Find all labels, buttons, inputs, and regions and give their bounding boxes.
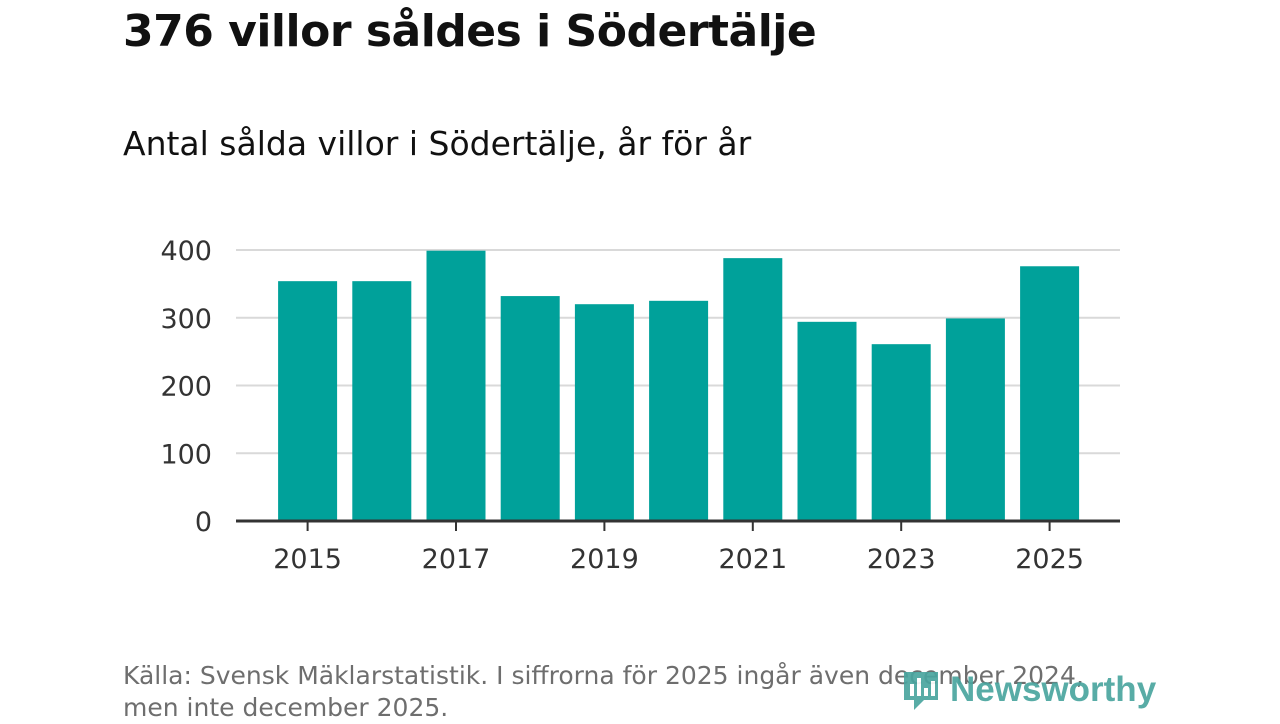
y-tick-label: 0 [195, 507, 212, 538]
bar-2024 [945, 318, 1005, 521]
chart-subtitle: Antal sålda villor i Södertälje, år för … [123, 124, 752, 163]
bar-2017 [426, 250, 486, 522]
bar-2022 [797, 321, 857, 521]
bar-2015 [278, 281, 338, 521]
bar-2019 [574, 304, 634, 521]
newsworthy-logo: Newsworthy [900, 668, 1156, 712]
y-tick-label: 100 [160, 439, 212, 470]
x-tick-label: 2023 [867, 544, 936, 575]
bar-2020 [649, 300, 709, 521]
bar-2018 [500, 296, 560, 521]
bar-2023 [871, 344, 931, 521]
x-tick-label: 2015 [273, 544, 342, 575]
y-tick-label: 200 [160, 372, 212, 403]
x-tick-label: 2025 [1015, 544, 1084, 575]
source-line-2: men inte december 2025. [123, 693, 449, 722]
x-tick-label: 2019 [570, 544, 639, 575]
brand-name: Newsworthy [950, 670, 1157, 709]
x-tick-label: 2021 [718, 544, 787, 575]
y-tick-label: 400 [160, 236, 212, 267]
bar-2025 [1020, 266, 1080, 521]
bar-chart: 0 100 200 300 400 2015 2017 2019 2021 2023 2025 [160, 236, 1120, 575]
y-tick-label: 300 [160, 304, 212, 335]
newsworthy-logo-icon [904, 672, 938, 710]
x-tick-label: 2017 [422, 544, 491, 575]
bar-2021 [723, 258, 783, 521]
bar-2016 [352, 281, 412, 521]
chart-title: 376 villor såldes i Södertälje [123, 6, 817, 57]
